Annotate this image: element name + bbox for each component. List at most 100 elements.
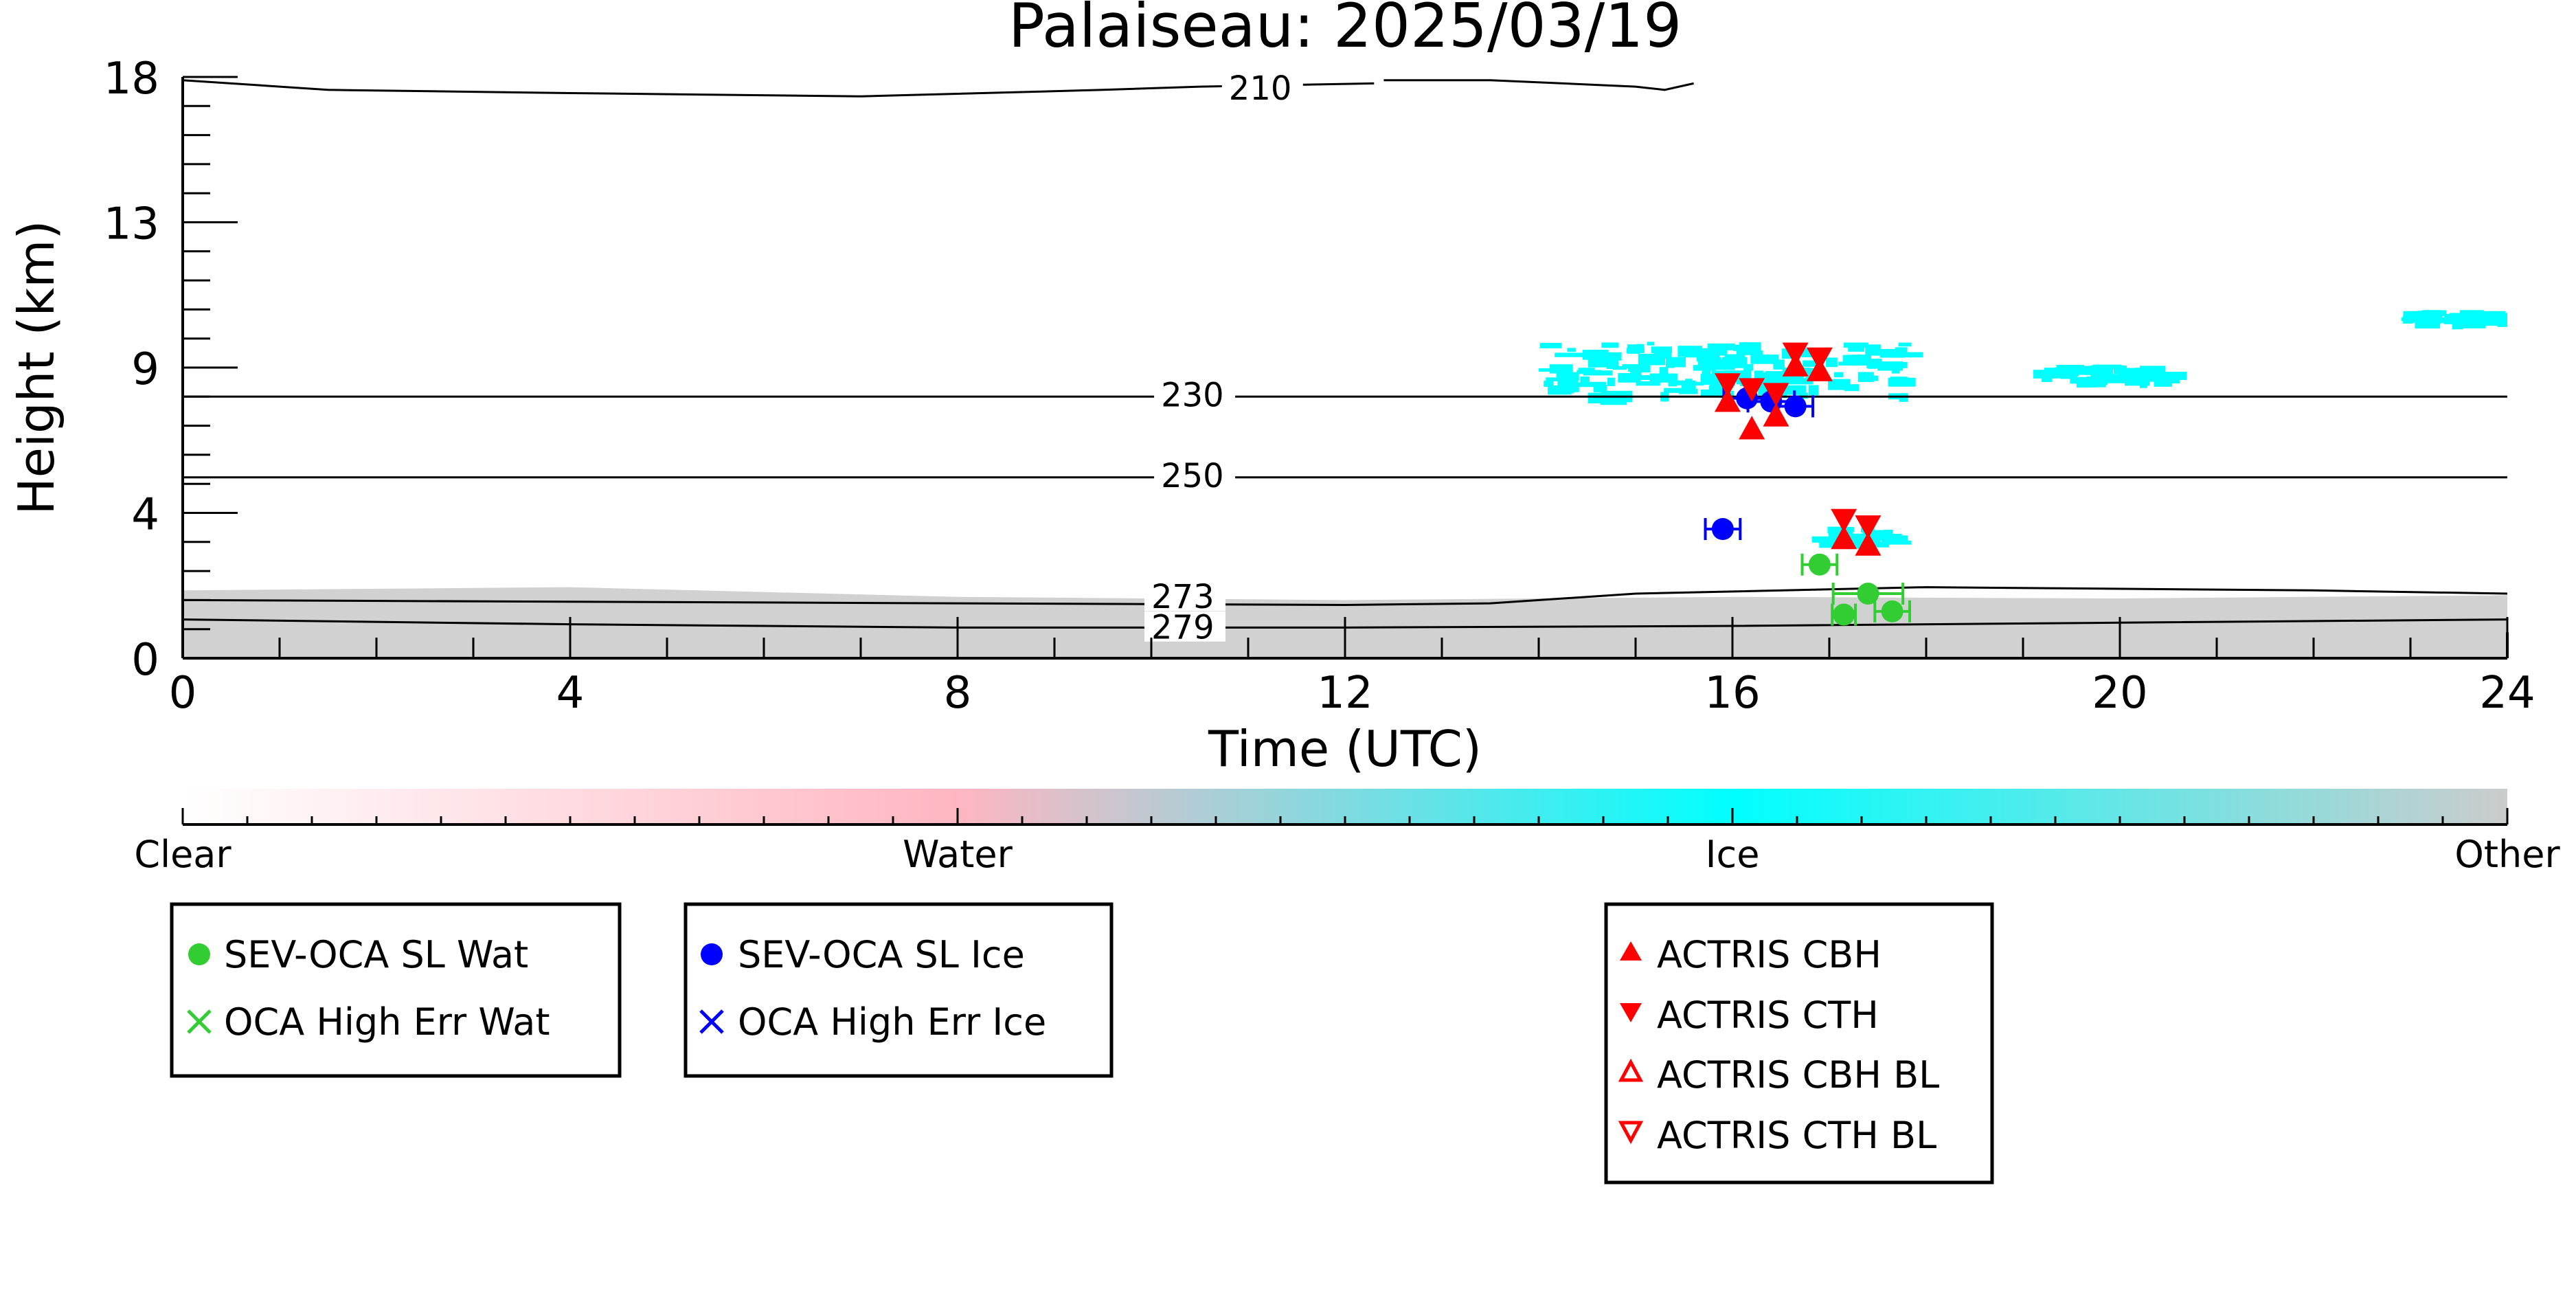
x-tick-label: 12 (1317, 668, 1372, 719)
ice-cloud-pixel (1622, 364, 1644, 369)
ice-cloud-pixel (1555, 352, 1585, 357)
ice-cloud-region (1539, 341, 1923, 405)
colorbar-label-water: Water (903, 833, 1013, 876)
y-tick-label: 18 (104, 54, 159, 104)
legend-marker-actris-cbh (1620, 941, 1642, 961)
ice-cloud-pixel (1828, 379, 1851, 390)
ice-cloud-pixel (1671, 380, 1684, 385)
ice-cloud-pixel (1702, 365, 1709, 375)
ice-cloud-pixel (1865, 344, 1882, 356)
ice-cloud-pixel (1559, 380, 1579, 388)
ice-cloud-pixel (2427, 315, 2441, 324)
ice-cloud-pixel (2434, 310, 2447, 316)
ice-cloud-pixel (1687, 381, 1704, 386)
marker-sev-oca-sl-wat (1808, 553, 1831, 576)
ice-cloud-pixel (1779, 393, 1787, 398)
contour-label-273: 273 (1151, 578, 1214, 616)
ice-cloud-pixel (2070, 374, 2077, 384)
ice-cloud-pixel (2067, 366, 2093, 375)
legend-label: OCA High Err Wat (224, 1000, 550, 1044)
marker-sev-oca-sl-ice (1711, 518, 1734, 540)
ice-cloud-pixel (2042, 374, 2053, 383)
legend-label: ACTRIS CBH BL (1657, 1053, 1939, 1097)
ice-cloud-pixel (2100, 366, 2114, 375)
legend-marker-actris-cbh-bl (1618, 1058, 1644, 1082)
ice-cloud-pixel (2147, 367, 2158, 373)
ice-cloud-pixel (1895, 347, 1908, 352)
ice-cloud-pixel (1882, 535, 1908, 543)
x-tick-label: 16 (1704, 668, 1760, 719)
ice-cloud-pixel (1574, 382, 1600, 388)
contour-line-273 (182, 586, 2508, 606)
ice-cloud-pixel (1684, 348, 1709, 358)
ice-cloud-pixel (1546, 377, 1568, 382)
marker-actris-cbh (1763, 403, 1789, 427)
x-tick-label: 4 (556, 668, 585, 719)
data-markers (1704, 342, 1912, 626)
legend-marker-oca-high-err-wat (187, 1009, 212, 1034)
ice-cloud-pixel (2156, 371, 2164, 382)
ice-cloud-pixel (1636, 344, 1645, 350)
ice-cloud-pixel (1544, 381, 1554, 388)
ice-cloud-pixel (2157, 372, 2187, 381)
marker-actris-cbh (1855, 532, 1882, 556)
marker-sev-oca-sl-wat (1881, 600, 1903, 622)
ice-cloud-pixel (1588, 392, 1613, 404)
legend-marker-actris-cth (1620, 1003, 1642, 1022)
ice-cloud-pixel (1564, 385, 1574, 394)
ice-cloud-pixel (2402, 317, 2410, 322)
ice-cloud-pixel (2505, 314, 2507, 319)
marker-actris-cth (1782, 342, 1809, 366)
ice-cloud-pixel (1696, 357, 1721, 361)
ice-cloud-pixel (1606, 359, 1619, 370)
ice-cloud-pixel (1640, 375, 1655, 380)
x-tick-label: 8 (944, 668, 972, 719)
ice-cloud-pixel (1885, 539, 1895, 543)
ice-cloud-region (2402, 310, 2507, 330)
contour-line-210 (182, 79, 1375, 98)
ice-cloud-pixel (1649, 373, 1678, 383)
ice-cloud-pixel (1866, 359, 1882, 368)
ice-cloud-pixel (1750, 355, 1779, 364)
ice-cloud-pixel (1893, 361, 1908, 368)
contour-label-210: 210 (1229, 69, 1292, 108)
ice-cloud-pixel (2505, 313, 2507, 323)
ice-cloud-pixel (1869, 530, 1893, 535)
ice-cloud-pixel (1885, 540, 1912, 545)
ice-cloud-pixel (2050, 370, 2071, 378)
legend-label: OCA High Err Ice (738, 1000, 1046, 1044)
marker-sev-oca-sl-wat (1857, 583, 1879, 605)
legend-actris: ACTRIS CBH ACTRIS CTH ACTRIS CBH BL ACTR… (1604, 902, 1994, 1185)
ice-cloud-pixel (1567, 348, 1577, 352)
ice-cloud-pixel (1700, 389, 1730, 398)
ice-cloud-pixel (1666, 357, 1686, 368)
ice-cloud-pixel (1647, 341, 1655, 346)
ice-cloud-pixel (1712, 366, 1735, 370)
ice-cloud-pixel (2417, 311, 2434, 317)
ice-cloud-pixel (1724, 354, 1745, 364)
ice-cloud-pixel (1601, 342, 1619, 348)
x-axis-label: Time (UTC) (1208, 720, 1482, 778)
y-tick-label: 13 (104, 199, 159, 250)
marker-actris-cbh (1831, 526, 1857, 550)
contour-label-bg (1154, 379, 1236, 409)
legend-box (170, 902, 622, 1078)
marker-actris-cbh (1714, 388, 1741, 412)
ice-cloud-pixel (1627, 344, 1640, 354)
x-tick-label: 24 (2479, 668, 2535, 719)
plot-area (183, 310, 2507, 658)
legend-label: ACTRIS CBH (1657, 933, 1882, 976)
ice-cloud-pixel (1580, 376, 1590, 383)
ice-cloud-pixel (1736, 350, 1763, 355)
ice-cloud-pixel (1743, 363, 1754, 371)
marker-actris-cth (1855, 515, 1882, 539)
marker-actris-cth (1714, 373, 1741, 397)
y-tick-label: 0 (131, 635, 159, 686)
x-tick-label: 20 (2092, 668, 2147, 719)
ice-cloud-pixel (1708, 385, 1728, 392)
legend-marker-actris-cth-bl (1618, 1121, 1644, 1145)
ice-cloud-pixel (1607, 377, 1615, 386)
contour-label-bg (1154, 459, 1236, 490)
